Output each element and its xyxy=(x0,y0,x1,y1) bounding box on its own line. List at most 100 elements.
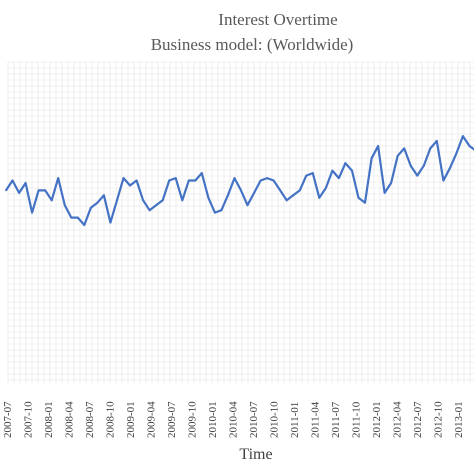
x-tick-label: 2010-04 xyxy=(228,401,240,438)
data-point xyxy=(357,196,360,199)
data-point xyxy=(364,201,366,204)
x-tick-label: 2012-07 xyxy=(412,401,424,438)
data-point xyxy=(246,204,249,207)
data-point xyxy=(37,189,40,192)
data-point xyxy=(351,169,353,172)
x-tick-labels: 2007-07 2007-10 2008-01 2008-04 2008-07 2008-… xyxy=(2,401,474,438)
data-point xyxy=(76,216,79,219)
data-point xyxy=(70,216,73,219)
data-point xyxy=(429,147,432,150)
data-point xyxy=(318,196,321,199)
data-point xyxy=(181,199,184,202)
data-point xyxy=(338,177,340,180)
data-point xyxy=(403,147,406,150)
data-point xyxy=(194,179,197,182)
x-tick-label: 2009-07 xyxy=(166,401,178,438)
data-point xyxy=(168,179,171,182)
data-point xyxy=(396,154,399,157)
x-tick-label: 2010-01 xyxy=(207,401,219,438)
data-point xyxy=(174,177,177,180)
data-point xyxy=(24,182,27,184)
data-point xyxy=(259,179,262,182)
x-tick-label: 2007-07 xyxy=(2,401,14,438)
data-point xyxy=(331,169,334,172)
x-tick-label: 2010-07 xyxy=(248,401,260,438)
x-tick-label: 2011-04 xyxy=(310,401,322,438)
data-point xyxy=(50,199,53,202)
gridlines xyxy=(7,61,474,383)
data-point xyxy=(109,221,112,224)
x-tick-label: 2011-10 xyxy=(351,401,363,438)
data-point xyxy=(220,209,223,212)
data-point xyxy=(390,182,392,184)
data-point xyxy=(96,201,99,204)
data-point xyxy=(311,172,314,175)
x-tick-label: 2008-10 xyxy=(105,401,117,438)
data-point xyxy=(253,192,256,194)
data-point xyxy=(409,164,412,167)
data-point xyxy=(57,177,60,180)
data-point xyxy=(462,135,464,138)
x-tick-label: 2013-01 xyxy=(453,401,465,438)
data-point xyxy=(155,204,158,207)
data-point xyxy=(227,194,229,197)
data-point xyxy=(305,174,308,177)
data-point xyxy=(63,204,66,207)
data-point xyxy=(122,177,125,180)
data-point xyxy=(422,164,425,167)
data-point xyxy=(298,189,301,192)
data-point xyxy=(435,140,438,142)
x-tick-label: 2011-01 xyxy=(289,402,301,438)
x-tick-label: 2007-10 xyxy=(23,401,35,438)
x-tick-label: 2008-01 xyxy=(43,401,55,438)
x-tick-label: 2012-01 xyxy=(371,401,383,438)
data-point xyxy=(116,199,118,202)
data-point xyxy=(129,184,131,187)
data-point xyxy=(233,177,236,180)
data-point xyxy=(344,162,347,165)
x-tick-label: 2008-04 xyxy=(64,401,76,438)
data-point xyxy=(187,179,190,182)
data-point xyxy=(416,174,419,177)
data-point xyxy=(135,179,138,182)
chart-title: Interest Overtime xyxy=(218,10,337,29)
data-point xyxy=(285,199,288,202)
data-point xyxy=(200,172,203,175)
data-point xyxy=(455,152,458,155)
chart-subtitle: Business model: (Worldwide) xyxy=(151,35,354,54)
data-point xyxy=(31,211,33,214)
data-point xyxy=(449,167,451,170)
data-point xyxy=(370,157,373,160)
data-point xyxy=(325,187,327,189)
data-point xyxy=(5,189,7,192)
x-tick-label: 2012-10 xyxy=(433,401,445,438)
data-point xyxy=(83,224,86,226)
x-tick-label: 2009-01 xyxy=(125,401,137,438)
data-point xyxy=(240,189,242,192)
x-tick-label: 2010-10 xyxy=(269,401,281,438)
data-point xyxy=(148,209,151,212)
data-point xyxy=(279,189,282,192)
data-point xyxy=(272,179,275,182)
data-point xyxy=(442,179,445,182)
data-point xyxy=(383,192,386,194)
x-tick-label: 2012-04 xyxy=(392,401,404,438)
data-point xyxy=(468,145,471,147)
data-point xyxy=(292,194,295,197)
series-layer xyxy=(5,135,474,227)
data-point xyxy=(11,179,14,182)
x-tick-label: 2008-07 xyxy=(84,401,96,438)
data-point xyxy=(103,194,105,197)
x-axis-label: Time xyxy=(239,446,272,463)
x-tick-label: 2009-10 xyxy=(187,401,199,438)
data-point xyxy=(266,177,268,180)
x-tick-label: 2009-04 xyxy=(146,401,158,438)
data-point xyxy=(377,145,379,147)
data-point xyxy=(90,206,92,209)
data-point xyxy=(161,199,164,202)
data-point xyxy=(207,196,210,199)
data-point xyxy=(18,192,20,194)
data-point xyxy=(44,189,47,192)
